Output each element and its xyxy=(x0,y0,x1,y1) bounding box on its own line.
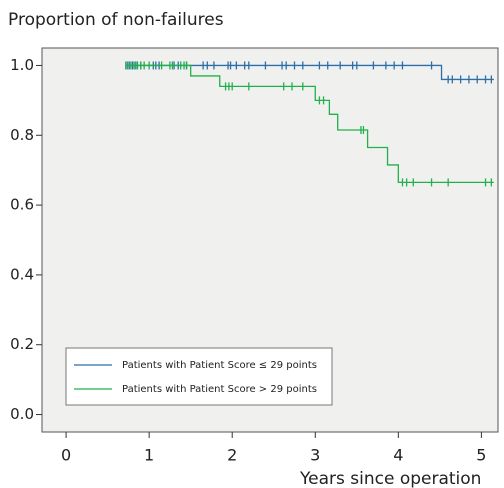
y-tick-label: 0.2 xyxy=(10,335,34,353)
legend-label: Patients with Patient Score > 29 points xyxy=(122,384,317,395)
y-tick-label: 0.0 xyxy=(10,405,34,423)
y-tick-label: 0.8 xyxy=(10,126,34,144)
y-tick-label: 1.0 xyxy=(10,56,34,74)
x-tick-label: 3 xyxy=(310,446,320,465)
x-tick-label: 2 xyxy=(227,446,237,465)
legend-label: Patients with Patient Score ≤ 29 points xyxy=(122,360,317,371)
x-tick-label: 5 xyxy=(476,446,486,465)
y-tick-label: 0.6 xyxy=(10,196,34,214)
survival-line xyxy=(125,64,494,184)
y-tick-label: 0.4 xyxy=(10,265,34,283)
x-tick-label: 4 xyxy=(393,446,403,465)
survival-line xyxy=(125,64,494,81)
y-axis-title: Proportion of non-failures xyxy=(8,10,224,30)
x-axis-title: Years since operation xyxy=(299,469,481,488)
x-tick-label: 1 xyxy=(144,446,154,465)
x-tick-label: 0 xyxy=(61,446,71,465)
legend xyxy=(65,347,333,406)
